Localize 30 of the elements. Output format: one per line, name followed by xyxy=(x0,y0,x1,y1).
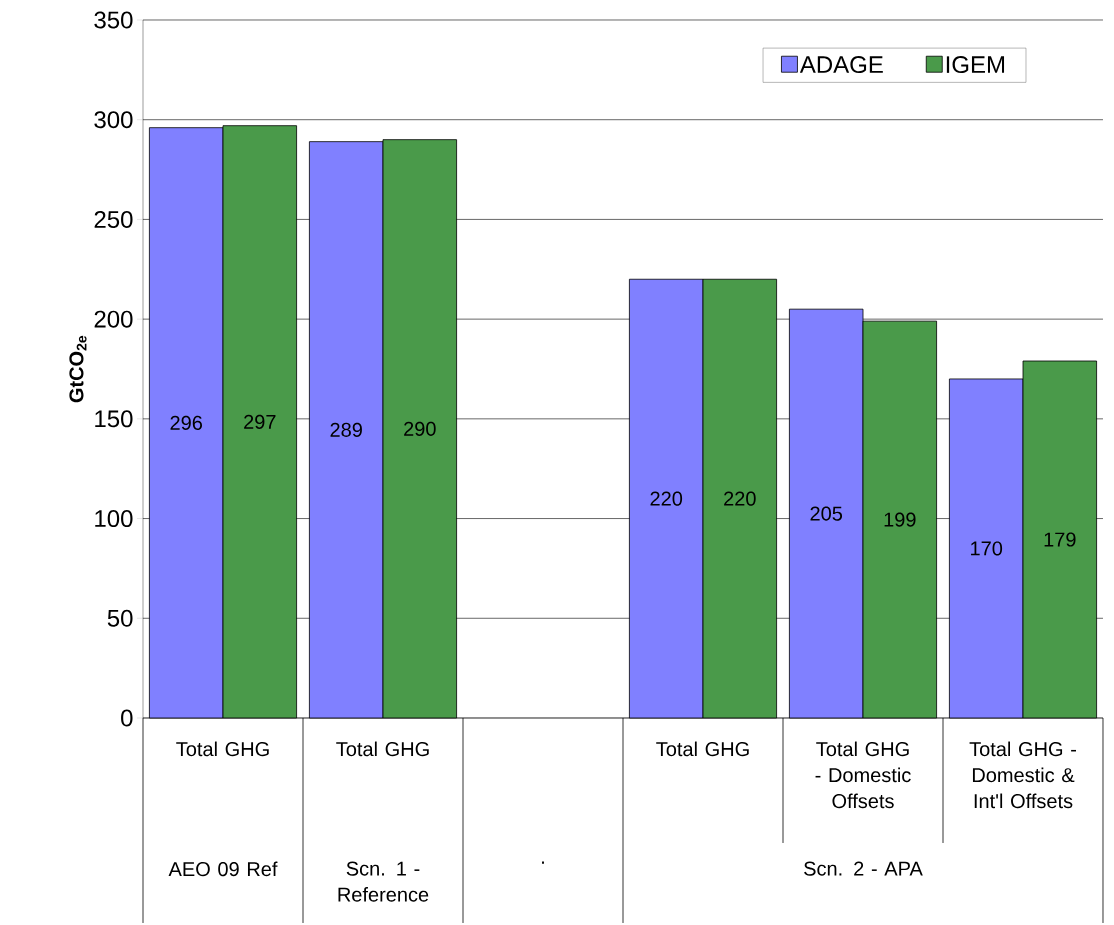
y-tick-label: 0 xyxy=(121,709,133,727)
y-tick-label: 200 xyxy=(94,310,133,328)
x-tick-label: Total GHG xyxy=(176,741,269,757)
text: Scn. 1 - Reference xyxy=(338,861,429,902)
legend-label: ADAGE xyxy=(799,56,883,74)
data-label: 220 xyxy=(724,491,756,506)
x-tick-label: Total GHG - Domestic & Int'l Offsets xyxy=(969,741,1076,809)
text: Scn. 2 - APA xyxy=(804,861,923,876)
x-tick-label: Total GHG - Domestic Offsets xyxy=(815,741,911,809)
text: . xyxy=(542,861,544,864)
data-label: 199 xyxy=(884,512,916,527)
data-label: 289 xyxy=(330,422,362,437)
data-label: 297 xyxy=(244,414,276,429)
y-tick-label: 300 xyxy=(94,111,133,129)
data-label: 205 xyxy=(810,506,843,521)
text: AEO 09 Ref xyxy=(168,861,278,877)
data-label: 296 xyxy=(170,415,202,430)
data-label: 179 xyxy=(1044,532,1076,547)
x-tick-label: Total GHG xyxy=(336,741,429,757)
y-tick-label: 100 xyxy=(95,510,133,528)
data-label: 170 xyxy=(971,541,1003,556)
y-tick-label: 50 xyxy=(107,609,133,627)
y-tick-label: 250 xyxy=(94,210,133,228)
x-tick-label: Total GHG xyxy=(656,741,749,757)
data-label: 220 xyxy=(650,491,683,506)
y-tick-label: 350 xyxy=(94,11,133,29)
legend-label: IGEM xyxy=(946,56,1005,74)
data-label: 290 xyxy=(404,421,436,436)
y-tick-label: 150 xyxy=(95,410,133,428)
y-axis-title: GtCO$_{2e}$ xyxy=(69,335,87,403)
